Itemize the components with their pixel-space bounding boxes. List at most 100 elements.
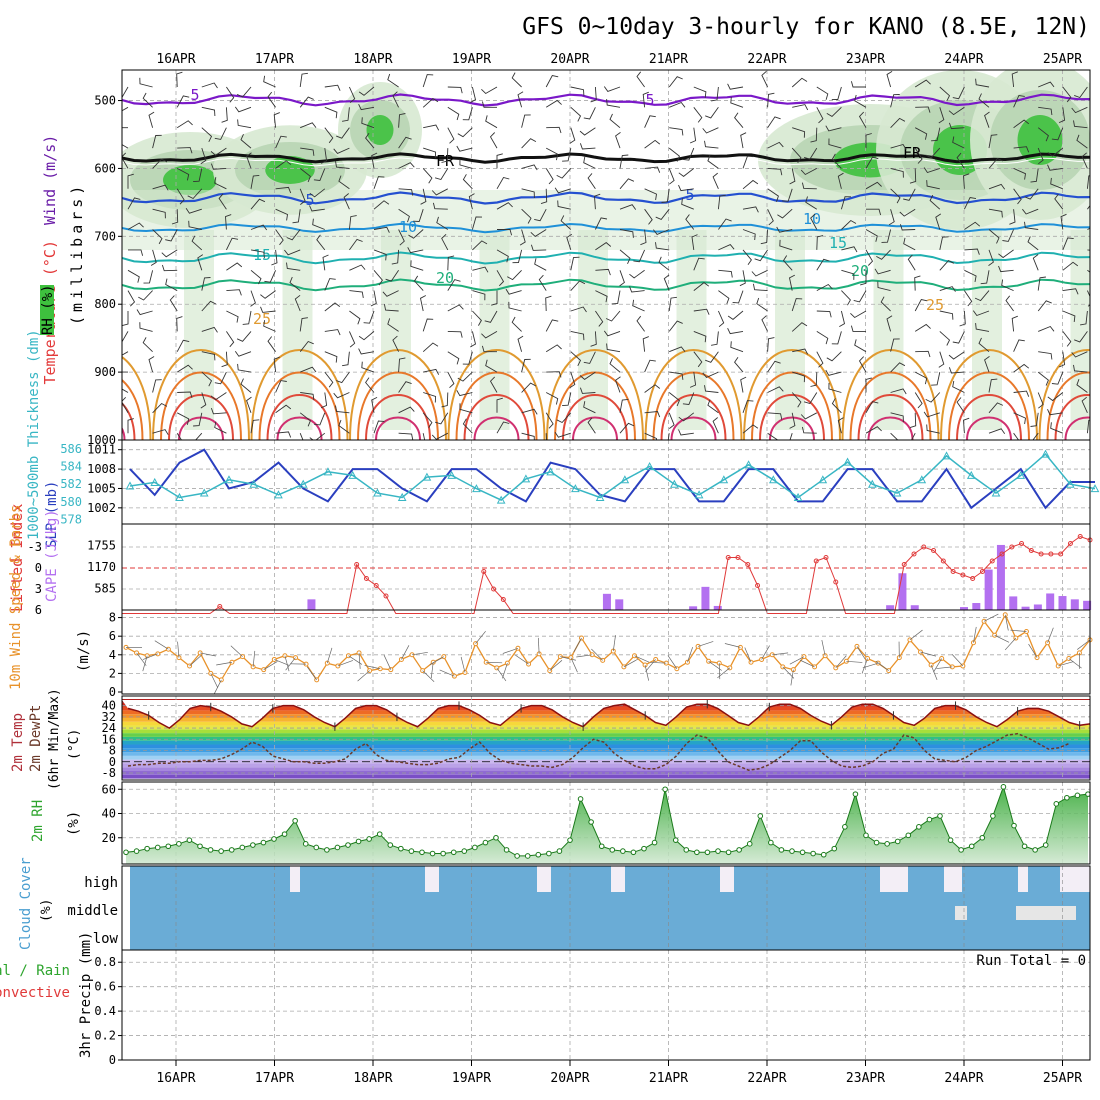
wind-barb — [890, 117, 906, 129]
wind-barb — [267, 336, 276, 352]
wind-barb — [1005, 295, 1014, 312]
wind-barb — [964, 290, 973, 307]
isotherm-arch — [122, 355, 152, 440]
wind-barb — [668, 76, 683, 88]
wind-barb — [858, 111, 867, 128]
wind-barb — [152, 229, 163, 245]
cloud-panel: high middle low Cloud Cover (%) — [18, 857, 1091, 951]
wind-barb — [309, 432, 326, 440]
wind-barb — [1071, 351, 1088, 358]
rh-shade — [366, 115, 394, 145]
wind-barb — [756, 297, 768, 312]
wind-barb — [1062, 261, 1079, 271]
wind-barb — [557, 200, 571, 210]
isotherm-arch — [660, 394, 727, 440]
wind-barb — [210, 163, 227, 170]
thickness-point — [249, 479, 259, 488]
wind-barb — [152, 184, 169, 191]
wind-barb — [658, 256, 670, 271]
wind-barb — [831, 86, 842, 100]
isotherm-arch — [1038, 349, 1090, 440]
lifted-index-point — [373, 583, 379, 588]
rh-point — [609, 847, 616, 853]
rh-point — [884, 841, 890, 847]
rh-point — [979, 834, 986, 841]
wind-barb — [603, 86, 621, 92]
wind-barb-10m — [772, 652, 789, 656]
wind-barb — [139, 322, 153, 332]
wind-barb — [226, 262, 243, 271]
temp-color-band — [122, 752, 1090, 756]
wind-barb — [751, 269, 768, 277]
wind-barb — [462, 107, 473, 121]
rh-point — [535, 851, 542, 858]
wind-barb — [521, 408, 538, 415]
wind-barb-10m — [502, 663, 508, 679]
date-label-top: 23APR — [846, 52, 885, 67]
wind-barb — [413, 275, 424, 291]
wind-barb — [767, 188, 779, 202]
cape-tick: 1170 — [87, 560, 116, 574]
thickness-point — [373, 488, 382, 497]
isotherm-arch — [572, 416, 618, 440]
thickness-point — [175, 492, 184, 501]
isotherm-arch — [266, 394, 333, 440]
wind-barb — [595, 290, 608, 303]
thickness-point — [571, 484, 580, 493]
freezing-level-inner — [122, 157, 1090, 167]
wind-barb — [963, 196, 977, 210]
wind-barb — [422, 74, 434, 88]
y-tick-label: 600 — [94, 161, 116, 175]
wind-barb — [496, 176, 510, 190]
wind-barb — [952, 380, 965, 393]
temp-tick: 24 — [102, 721, 116, 735]
thickness-point — [422, 472, 432, 481]
wind-barb — [792, 104, 809, 111]
y-tick-label: 40 — [102, 807, 116, 821]
cloud-clear — [1016, 906, 1076, 920]
wind-barb — [948, 106, 965, 116]
wind-barb — [370, 290, 377, 307]
wind-barb — [890, 362, 906, 373]
wind-barb — [392, 91, 400, 108]
thickness-point — [942, 451, 951, 460]
wind-barb — [398, 357, 406, 373]
wind-barb — [791, 147, 802, 164]
isotherm-arch — [1046, 371, 1090, 440]
wind-barb — [423, 368, 440, 375]
wind-barb — [1038, 81, 1055, 88]
rh-point — [672, 837, 679, 843]
wind-barb-10m — [383, 655, 392, 670]
wind-barb — [300, 392, 315, 401]
wind-barb — [512, 249, 523, 264]
contour-label: 5 — [305, 191, 314, 209]
rh-point — [990, 813, 996, 819]
slp-thickness-panel: 586 584 582 580 578 1011 1008 1005 1002 1000~500… — [26, 329, 1100, 548]
rh-point — [567, 837, 573, 843]
wind-barb — [663, 274, 670, 291]
temp-color-band — [122, 740, 1090, 745]
wind-barb — [176, 339, 190, 352]
wind-barb — [693, 282, 710, 291]
wind-barb — [914, 79, 931, 88]
thickness-point — [818, 475, 828, 484]
isotherm-arch — [670, 416, 717, 440]
wind-barb — [865, 156, 879, 169]
wind-barb — [250, 419, 260, 434]
wind-barb — [880, 296, 891, 312]
wind-barb-10m — [973, 626, 977, 643]
wind-barb — [496, 421, 510, 434]
wind-barb — [545, 412, 554, 429]
label-cloud: Cloud Cover — [18, 857, 34, 950]
wind-barb — [810, 372, 818, 387]
rh-point — [820, 851, 827, 858]
wind-barb-10m — [697, 641, 714, 647]
cape-bar — [689, 606, 698, 610]
wind-barb-10m — [200, 652, 216, 657]
wind-barb — [481, 331, 498, 339]
wind-barb — [1013, 432, 1020, 440]
rh-point — [926, 816, 933, 823]
thickness-point — [744, 460, 753, 469]
wind-barb — [324, 127, 334, 144]
wind-barb — [511, 72, 522, 88]
